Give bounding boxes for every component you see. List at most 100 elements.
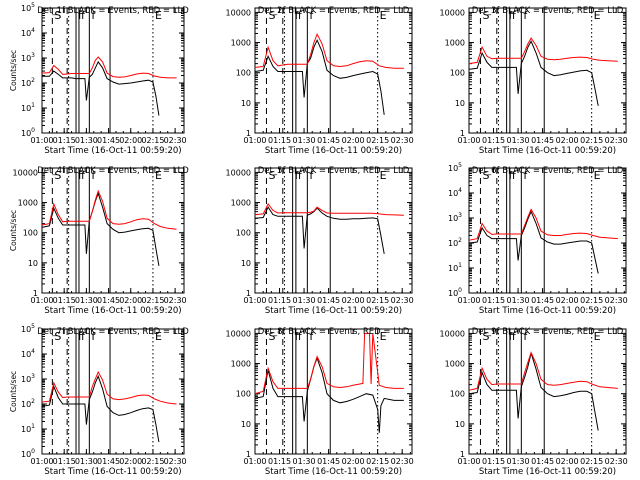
y-tick-exponent: 5 [31, 323, 35, 330]
marker-label: f [512, 9, 517, 22]
y-tick-label: 103 [21, 373, 35, 384]
x-tick-label: 01:15 [53, 296, 76, 305]
y-tick-exponent: 0 [31, 448, 35, 455]
x-axis-label: Start Time (16-Oct-11 00:59:20) [479, 146, 616, 156]
x-tick-label: 01:15 [268, 296, 291, 305]
x-tick-label: 01:45 [317, 296, 340, 305]
chart-title: Det_4f BLACK = Events, RED = LLD [37, 166, 189, 176]
chart-title: Det_3f BLACK = Events, RED = LLD [472, 6, 624, 16]
x-tick-label: 01:45 [97, 296, 120, 305]
x-axis-label: Start Time (16-Oct-11 00:59:20) [44, 146, 181, 156]
marker-label: S [54, 169, 61, 182]
y-tick-exponent: 1 [31, 102, 35, 109]
y-tick-label: 100 [236, 229, 251, 238]
x-tick-label: 02:30 [164, 457, 187, 466]
chart-panel-7: 01:00 01:15 01:30 01:45 02:00 02:15 02:3010010… [9, 323, 189, 477]
y-tick-base: 10 [21, 450, 31, 459]
y-tick-label: 1 [33, 289, 38, 298]
y-tick-label: 1000 [231, 360, 251, 369]
y-tick-base: 10 [448, 214, 458, 223]
y-tick-label: 100 [450, 390, 465, 399]
marker-label: f [309, 169, 314, 182]
marker-label: E [594, 330, 601, 343]
y-tick-label: 1 [460, 450, 465, 459]
plot-frame [254, 167, 413, 294]
chart-title: Det_7f BLACK = Events, RED = LLD [37, 327, 189, 337]
marker-label: f [295, 9, 300, 22]
y-tick-label: 101 [21, 423, 35, 434]
y-tick-label: 101 [448, 262, 462, 273]
marker-label: f [523, 9, 528, 22]
y-tick-label: 1000 [231, 39, 251, 48]
y-tick-label: 105 [21, 2, 35, 13]
series-line-events [469, 351, 599, 431]
marker-label: E [155, 169, 162, 182]
x-tick-label: 02:15 [141, 136, 164, 145]
marker-label: f [81, 169, 86, 182]
x-tick-label: 02:00 [556, 457, 579, 466]
x-tick-label: 01:45 [97, 457, 120, 466]
x-tick-label: 01:30 [507, 457, 530, 466]
y-tick-label: 100 [21, 448, 35, 459]
y-tick-label: 100 [21, 127, 35, 138]
x-tick-label: 02:15 [366, 136, 389, 145]
x-tick-label: 02:30 [605, 296, 628, 305]
marker-label: S [268, 9, 275, 22]
y-axis-label: Counts/sec [9, 210, 18, 251]
series-line-events [255, 206, 385, 254]
x-tick-label: 02:30 [391, 136, 414, 145]
y-tick-label: 102 [21, 77, 35, 88]
y-tick-exponent: 5 [458, 162, 462, 169]
chart-panel-3: 01:00 01:15 01:30 01:45 02:00 02:15 02:30 1 10 10… [440, 6, 628, 156]
x-tick-label: 01:00 [457, 296, 480, 305]
marker-label: f [78, 9, 83, 22]
y-tick-label: 101 [21, 102, 35, 113]
chart-panel-4: 01:00 01:15 01:30 01:45 02:00 02:15 02:30 1 10 10… [9, 166, 189, 316]
plot-frame [41, 328, 185, 455]
y-tick-label: 100 [448, 287, 462, 298]
x-tick-label: 02:30 [391, 457, 414, 466]
plot-frame [468, 7, 627, 134]
x-tick-label: 01:15 [482, 136, 505, 145]
y-tick-label: 1 [246, 129, 251, 138]
series-line-events [42, 60, 160, 116]
y-tick-exponent: 1 [31, 423, 35, 430]
marker-label: f [509, 330, 514, 343]
x-tick-label: 01:00 [30, 136, 53, 145]
marker-label: f [81, 330, 86, 343]
marker-label: f [81, 9, 86, 22]
y-tick-base: 10 [21, 4, 31, 13]
x-tick-label: 01:45 [97, 136, 120, 145]
x-axis-label: Start Time (16-Oct-11 00:59:20) [265, 467, 402, 477]
marker-label: S [54, 330, 61, 343]
y-tick-label: 10000 [440, 329, 465, 338]
x-tick-label: 02:00 [342, 136, 365, 145]
x-tick-label: 02:30 [164, 136, 187, 145]
series-line-events [42, 191, 160, 266]
chart-panel-8: 01:00 01:15 01:30 01:45 02:00 02:15 02:30 1 10 10… [226, 327, 414, 477]
plot-frame [254, 328, 413, 455]
x-axis-label: Start Time (16-Oct-11 00:59:20) [265, 306, 402, 316]
x-tick-label: 02:30 [391, 296, 414, 305]
chart-title: Det_6f BLACK = Events, RED = LLD [472, 166, 624, 176]
x-tick-label: 02:15 [580, 136, 603, 145]
x-tick-label: 01:00 [243, 136, 266, 145]
y-tick-base: 10 [21, 350, 31, 359]
y-axis-label: Counts/sec [9, 50, 18, 91]
y-tick-base: 10 [448, 264, 458, 273]
y-tick-exponent: 0 [458, 287, 462, 294]
series-line-lld [255, 332, 404, 395]
y-tick-exponent: 4 [458, 187, 462, 194]
y-tick-base: 10 [21, 104, 31, 113]
x-tick-label: 02:30 [605, 136, 628, 145]
x-axis-label: Start Time (16-Oct-11 00:59:20) [479, 306, 616, 316]
x-tick-label: 02:00 [342, 296, 365, 305]
x-tick-label: 01:30 [293, 136, 316, 145]
x-tick-label: 02:15 [141, 457, 164, 466]
y-tick-label: 10000 [226, 329, 251, 338]
chart-panel-6: 01:00 01:15 01:30 01:45 02:00 02:15 02:3010010… [448, 162, 628, 316]
x-axis-label: Start Time (16-Oct-11 00:59:20) [265, 146, 402, 156]
marker-label: E [594, 169, 601, 182]
marker-label: E [380, 169, 387, 182]
series-line-lld [469, 351, 618, 391]
